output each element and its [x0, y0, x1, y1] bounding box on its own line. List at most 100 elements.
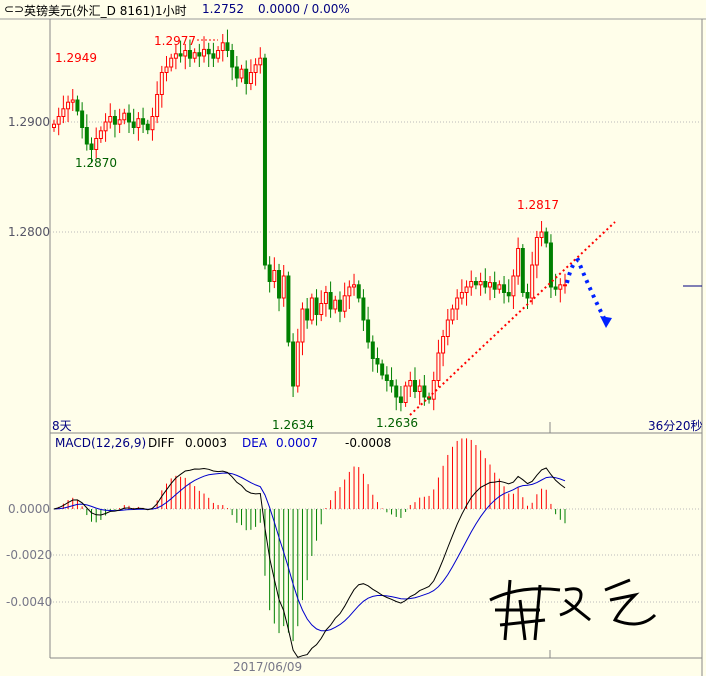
- candle-body: [108, 116, 113, 123]
- candle: [127, 104, 132, 133]
- candle: [141, 107, 146, 133]
- candle-body: [309, 297, 314, 321]
- candle-body: [61, 108, 66, 118]
- candle: [225, 29, 230, 58]
- candle-body: [548, 242, 553, 288]
- candle-body: [80, 110, 85, 128]
- candle-body: [75, 99, 80, 112]
- candle-body: [492, 282, 497, 290]
- candle: [361, 289, 366, 331]
- candle-body: [122, 112, 127, 121]
- candle: [356, 280, 361, 303]
- candle-body: [300, 308, 305, 343]
- candle-body: [272, 270, 277, 282]
- candle: [234, 56, 239, 87]
- candle: [80, 102, 85, 139]
- candle: [469, 270, 474, 296]
- candle-body: [352, 284, 357, 288]
- candle-body: [305, 308, 310, 321]
- candle-body: [173, 53, 178, 59]
- candle: [441, 329, 446, 367]
- candle: [183, 43, 188, 70]
- candle: [314, 289, 319, 326]
- candle: [492, 271, 497, 298]
- candle-body: [164, 66, 169, 73]
- candle-body: [155, 94, 160, 117]
- candle: [239, 64, 244, 83]
- candle-body: [281, 275, 286, 299]
- macd-tick-m0040: -0.0040: [6, 595, 53, 609]
- range-label: 8天: [52, 419, 72, 433]
- candle: [394, 379, 399, 411]
- candle-body: [356, 284, 361, 299]
- candle: [497, 280, 502, 294]
- candle: [173, 45, 178, 70]
- candle: [445, 309, 450, 346]
- candle-body: [187, 50, 192, 59]
- y-tick-1.2900: 1.2900: [8, 115, 50, 129]
- candle-body: [436, 352, 441, 381]
- candle-body: [183, 50, 188, 57]
- candle-body: [412, 380, 417, 392]
- candle: [112, 109, 117, 138]
- candle: [534, 230, 539, 279]
- candle: [230, 43, 235, 81]
- candle: [145, 119, 150, 135]
- candle-body: [534, 237, 539, 266]
- candle: [295, 328, 300, 393]
- candle-body: [333, 299, 338, 310]
- candle: [66, 95, 71, 122]
- candle-body: [258, 57, 263, 66]
- candle-body: [539, 231, 544, 238]
- candle: [333, 295, 338, 314]
- candle-body: [337, 299, 342, 312]
- candle: [370, 335, 375, 372]
- candle: [277, 263, 282, 312]
- symbol-title: 英镑美元(外汇_D 8161)1小时: [24, 4, 187, 18]
- candle: [305, 298, 310, 329]
- candle: [70, 89, 75, 111]
- candle-body: [417, 385, 422, 392]
- candle-body: [323, 292, 328, 304]
- candle: [455, 289, 460, 320]
- candle-body: [66, 101, 71, 110]
- label-high-3: 1.2817: [517, 198, 559, 212]
- candle-body: [450, 308, 455, 321]
- candle-body: [394, 385, 399, 398]
- candle: [309, 293, 314, 325]
- candle-body: [530, 264, 535, 299]
- candle: [544, 227, 549, 248]
- candle-body: [431, 380, 436, 400]
- candle-body: [563, 284, 567, 287]
- label-low-2: 1.2634: [272, 418, 314, 432]
- candle-body: [225, 42, 230, 51]
- candle: [398, 386, 403, 412]
- candle: [389, 367, 394, 393]
- link-icon[interactable]: ⊂⊃: [4, 2, 25, 16]
- signature-icon: [489, 578, 657, 641]
- candle-body: [169, 57, 174, 68]
- candle: [328, 281, 333, 318]
- dea-value: 0.0007: [276, 436, 318, 450]
- candle: [366, 306, 371, 349]
- candle-body: [366, 319, 371, 343]
- candle: [520, 244, 525, 297]
- dea-line: [53, 472, 566, 632]
- label-high-2: 1.2977: [154, 34, 196, 48]
- candle: [56, 107, 61, 136]
- candle: [169, 53, 174, 72]
- candle: [253, 58, 258, 86]
- candle: [502, 276, 507, 304]
- macd-series: [53, 438, 566, 658]
- candle-body: [511, 275, 516, 297]
- candle: [548, 234, 553, 298]
- candle: [122, 108, 127, 125]
- candle: [197, 43, 202, 67]
- candle-body: [464, 286, 469, 293]
- candle: [506, 279, 511, 303]
- candle: [450, 304, 455, 325]
- candle: [478, 272, 483, 296]
- candle-body: [445, 319, 450, 337]
- candle-body: [262, 57, 267, 266]
